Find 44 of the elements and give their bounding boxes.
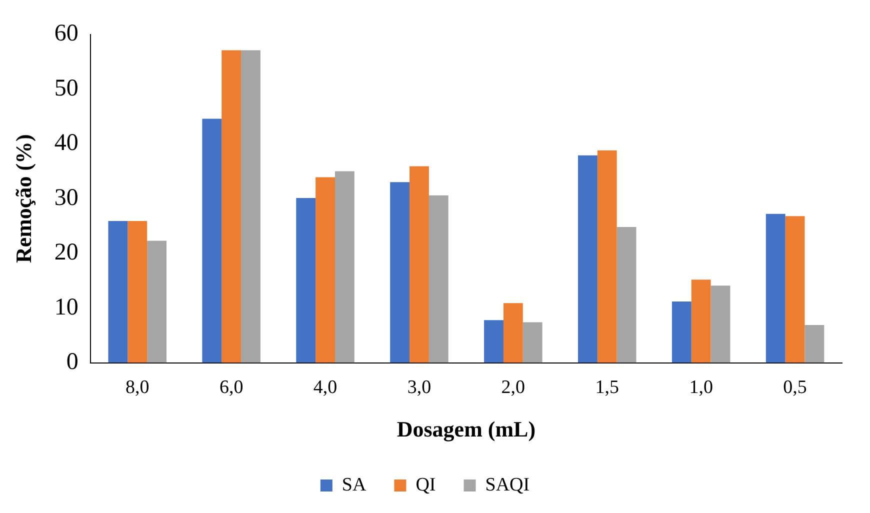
x-tick-label: 4,0 xyxy=(313,377,338,398)
bar xyxy=(316,177,335,363)
x-tick-label: 3,0 xyxy=(407,377,432,398)
legend-label: SA xyxy=(342,474,366,496)
x-tick-label: 2,0 xyxy=(501,377,526,398)
bar xyxy=(222,50,242,363)
legend-label: SAQI xyxy=(485,474,530,496)
y-tick-label: 30 xyxy=(54,184,78,211)
bar xyxy=(390,182,410,363)
bar xyxy=(785,216,805,363)
y-tick-label: 40 xyxy=(54,130,78,156)
bar xyxy=(147,240,166,363)
x-tick-label: 1,5 xyxy=(595,377,619,398)
y-tick-label: 0 xyxy=(66,349,78,376)
bar xyxy=(241,50,260,363)
bar xyxy=(710,286,730,363)
bar xyxy=(804,325,824,363)
bar xyxy=(128,221,148,363)
bar xyxy=(503,303,523,363)
y-tick-label: 60 xyxy=(54,20,78,47)
x-tick-label: 0,5 xyxy=(783,377,807,398)
bar xyxy=(616,227,636,363)
bar xyxy=(672,302,692,363)
y-tick-label: 20 xyxy=(54,240,78,266)
bar xyxy=(108,221,128,363)
bar xyxy=(428,195,448,363)
bar xyxy=(296,198,316,363)
x-tick-label: 8,0 xyxy=(126,377,150,398)
bar xyxy=(522,322,542,363)
bar xyxy=(766,214,786,363)
bar xyxy=(334,171,354,363)
x-tick-label: 1,0 xyxy=(689,377,713,398)
bar xyxy=(691,280,711,363)
legend-label: QI xyxy=(416,474,436,496)
bar xyxy=(202,118,222,363)
x-axis-title: Dosagem (mL) xyxy=(396,416,536,442)
y-tick-label: 50 xyxy=(54,75,78,102)
bar xyxy=(484,320,504,363)
bar xyxy=(578,155,598,363)
bar xyxy=(597,150,617,363)
x-tick-label: 6,0 xyxy=(219,377,244,398)
y-axis-title: Remoção (%) xyxy=(10,134,36,264)
y-tick-label: 10 xyxy=(54,294,78,320)
bar xyxy=(410,166,429,363)
